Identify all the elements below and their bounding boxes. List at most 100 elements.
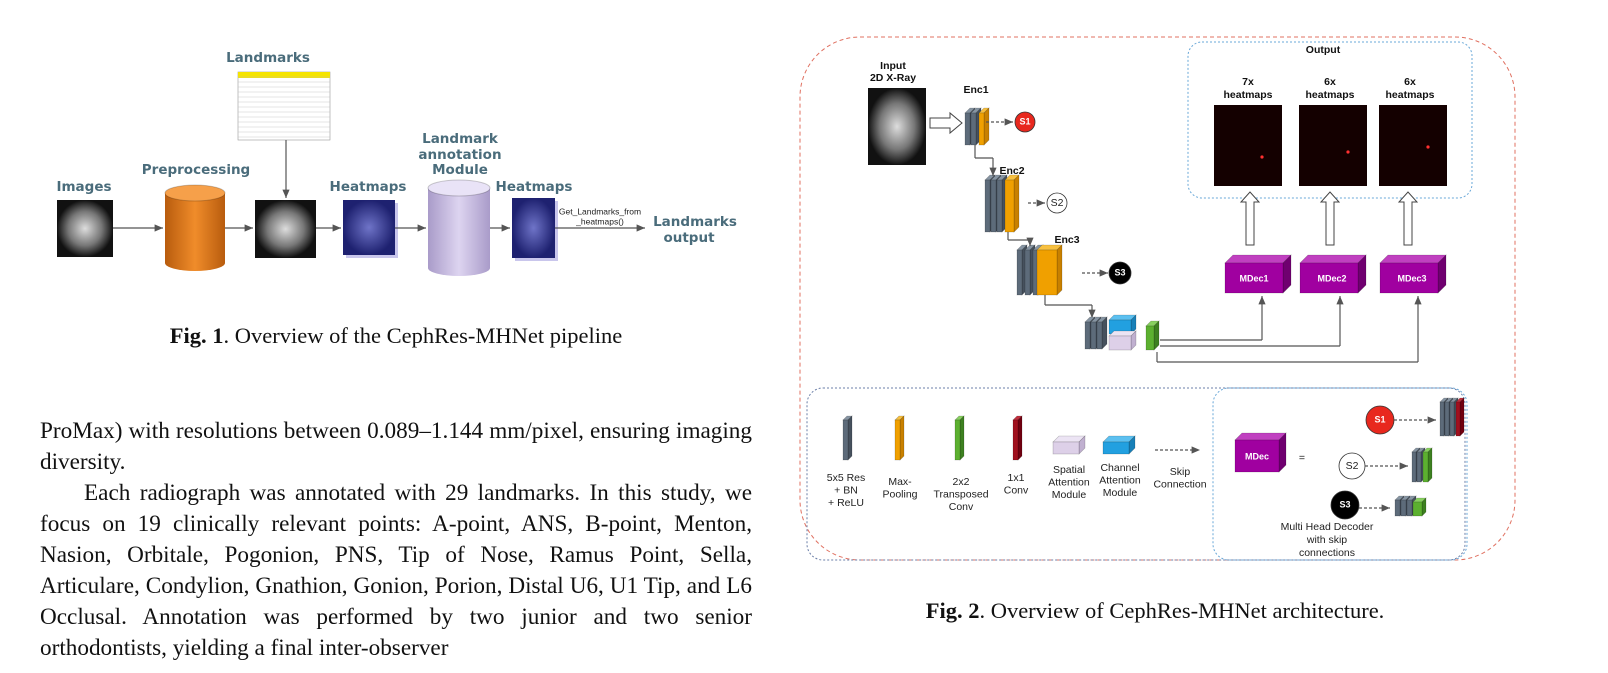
figure-2-caption: Fig. 2. Overview of CephRes-MHNet archit… (926, 598, 1385, 624)
label: Enc2 (999, 165, 1024, 177)
decoder-frame (1212, 387, 1468, 561)
decoder-block (1379, 254, 1447, 264)
label: 6x (1404, 76, 1416, 88)
caption-label: Fig. 1 (169, 323, 224, 348)
label: Channel (1100, 462, 1139, 474)
one-by-one-conv (1012, 419, 1019, 461)
label: Input (880, 60, 906, 72)
legend-frame (806, 387, 1466, 561)
label: MDec3 (1397, 273, 1426, 283)
decoder-block (1299, 262, 1359, 294)
label: Output (1306, 44, 1341, 56)
conv-block (990, 179, 997, 233)
label: Multi Head Decoder (1281, 521, 1374, 533)
label: connections (1299, 547, 1355, 559)
conv-block (984, 179, 991, 233)
heatmap-peak (1260, 155, 1264, 159)
label: Landmarks (226, 50, 310, 66)
label: + BN (834, 484, 858, 496)
label: S2 (1346, 460, 1359, 472)
label: output (663, 230, 715, 246)
transposed-conv (1427, 447, 1433, 483)
label: Spatial (1053, 464, 1085, 476)
conv-block (1096, 321, 1103, 350)
conv-block (1406, 499, 1413, 517)
label: Images (56, 179, 111, 195)
label: Module (1052, 489, 1087, 501)
conv-block (1449, 401, 1455, 437)
decoder-block (1224, 262, 1284, 294)
label: 6x (1324, 76, 1336, 88)
transposed-conv (1145, 325, 1155, 351)
label: heatmaps (1305, 89, 1354, 101)
cylinder (165, 255, 225, 271)
label: S1 (1374, 414, 1385, 424)
conv-block (970, 112, 977, 146)
cylinder (165, 193, 225, 263)
label: 2x2 (953, 476, 970, 488)
label: Conv (949, 501, 974, 513)
label: Transposed (933, 488, 988, 500)
one-by-one-conv (1459, 397, 1465, 437)
label: 5x5 Res (827, 472, 866, 484)
one-by-one-conv (1017, 415, 1023, 461)
heatmap-peak (1426, 145, 1430, 149)
conv-block (842, 419, 849, 461)
decoder-block (1379, 262, 1439, 294)
label: Pooling (882, 488, 917, 500)
architecture-frame (799, 36, 1516, 561)
cylinder (428, 188, 490, 268)
skip-node (1330, 490, 1360, 520)
decoder-block (1299, 254, 1367, 264)
label: Attention (1099, 474, 1141, 486)
label: = (1299, 452, 1305, 464)
label: heatmaps (1385, 89, 1434, 101)
hollow-arrow (1397, 191, 1419, 246)
label: Connection (1153, 478, 1206, 490)
label: Max- (888, 476, 912, 488)
label: Conv (1004, 484, 1029, 496)
label: MDec2 (1317, 273, 1346, 283)
label: S2 (1051, 197, 1064, 209)
heatmap (1214, 105, 1282, 186)
caption-text: . Overview of the CephRes-MHNet pipeline (223, 323, 623, 348)
figure-shapes (57, 36, 1516, 561)
label: 1x1 (1008, 472, 1025, 484)
label: Landmarks (653, 214, 737, 230)
skip-node (1046, 192, 1068, 214)
cylinder (428, 260, 490, 276)
pool-block (1056, 244, 1063, 296)
label: Enc3 (1054, 234, 1079, 246)
label: Module (1103, 487, 1138, 499)
landmark-table-header (238, 72, 330, 78)
transposed-conv (1422, 451, 1429, 483)
label: Heatmaps (330, 179, 407, 195)
label: Module (432, 162, 488, 178)
label: Landmark (422, 131, 499, 147)
spatial-attention (1108, 335, 1132, 351)
label: S3 (1339, 499, 1350, 509)
conv-block (847, 415, 853, 461)
label: with skip (1306, 534, 1347, 546)
label: Attention (1048, 476, 1090, 488)
label: Heatmaps (496, 179, 573, 195)
hollow-arrow (1239, 191, 1261, 246)
pool-block (1013, 174, 1020, 233)
heatmap-image (343, 200, 395, 255)
transposed-conv (1153, 320, 1160, 351)
conv-block (1084, 321, 1091, 350)
label: + ReLU (828, 497, 864, 509)
heatmap (1379, 105, 1447, 186)
skip-node (1108, 261, 1132, 285)
decoder-block (1234, 432, 1287, 441)
label: 2D X-Ray (870, 72, 916, 84)
conv-block (1016, 249, 1023, 296)
label: annotation (418, 147, 501, 163)
label: MDec1 (1239, 273, 1268, 283)
conv-block (1411, 451, 1417, 483)
conv-block (1444, 401, 1450, 437)
conv-block (1090, 321, 1097, 350)
